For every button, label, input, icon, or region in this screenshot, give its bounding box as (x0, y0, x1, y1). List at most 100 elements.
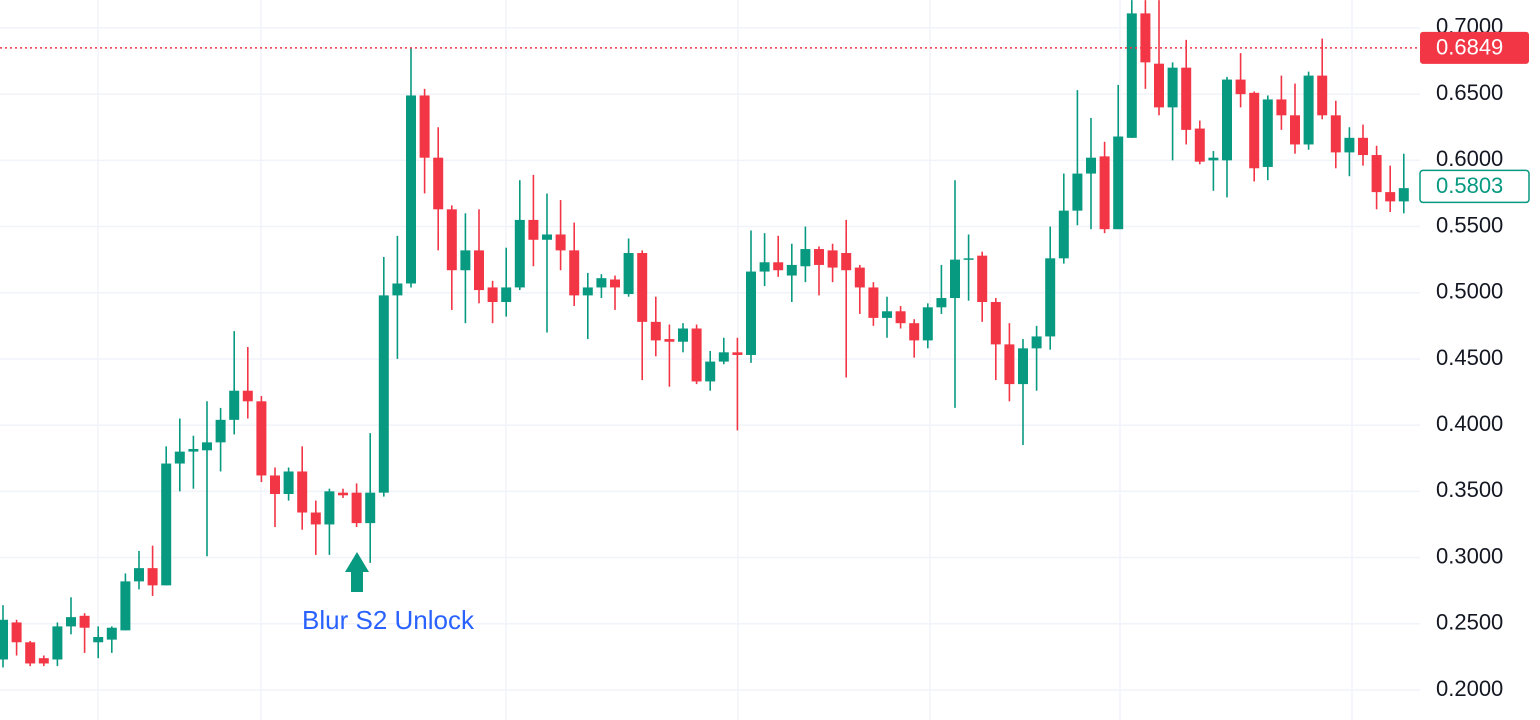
y-tick-label: 0.2500 (1436, 610, 1503, 635)
candle-body (38, 658, 49, 664)
candle-body (936, 298, 947, 308)
candle-body (1276, 99, 1287, 116)
candle-body (746, 271, 756, 355)
candle-body (93, 636, 104, 643)
candle-body (909, 323, 920, 341)
y-tick-label: 0.4000 (1436, 411, 1503, 436)
candle-body (79, 615, 90, 628)
annotation-arrow (345, 552, 369, 592)
candle-body (868, 287, 879, 318)
candle-body (0, 619, 8, 660)
candle-body (1290, 115, 1300, 145)
candle-body (1358, 137, 1368, 156)
candle-body (487, 287, 498, 303)
candle-body (297, 471, 308, 513)
candle-body (1385, 192, 1396, 202)
price-label: 0.5803 (1436, 173, 1503, 198)
candle-body (990, 302, 1001, 345)
candle-body (637, 253, 648, 322)
candle-body (1398, 188, 1409, 202)
candle-body (623, 253, 634, 295)
candle-body (1317, 75, 1328, 116)
candle-body (922, 307, 933, 341)
candle-body (229, 390, 240, 420)
candle-body (406, 95, 416, 284)
candle-body (1249, 92, 1260, 169)
time-grid (97, 0, 1353, 720)
candle-body (705, 361, 716, 382)
candle-body (650, 321, 661, 341)
candle-body (895, 311, 906, 324)
candle-body (147, 568, 158, 586)
y-tick-label: 0.5000 (1436, 279, 1503, 304)
candle-body (1303, 75, 1314, 145)
candle-body (1126, 13, 1137, 138)
candle-body (1181, 67, 1192, 130)
candle-body (542, 234, 552, 240)
candle-body (582, 287, 593, 296)
candle-body (950, 259, 960, 299)
candle-body (324, 491, 335, 525)
candle-body (1222, 79, 1232, 161)
candle-body (977, 255, 988, 303)
candle-body (963, 258, 974, 260)
candle-body (106, 627, 117, 640)
y-tick-label: 0.3000 (1436, 543, 1503, 568)
candle-body (841, 253, 852, 271)
candle-body (854, 267, 865, 288)
candle-body (569, 250, 580, 296)
candle-body (120, 581, 131, 631)
candle-body (1262, 99, 1273, 167)
candle-body (270, 475, 280, 494)
candle-body (664, 339, 675, 342)
candle-body (691, 328, 702, 382)
candle-body (351, 492, 362, 524)
candle-body (800, 249, 811, 267)
y-tick-label: 0.6500 (1436, 80, 1503, 105)
candle-body (1208, 157, 1219, 161)
candle-body (433, 157, 444, 210)
candle-body (501, 287, 512, 303)
candle-body (11, 622, 22, 643)
candle-body (678, 328, 688, 342)
candle-body (66, 617, 76, 627)
candle-body (1058, 210, 1069, 259)
candle-body (827, 250, 838, 268)
candle-body (392, 283, 403, 296)
candle-body (1004, 344, 1015, 385)
candle-body (215, 419, 226, 443)
price-label-box (1419, 169, 1530, 204)
y-tick-label: 0.6000 (1436, 146, 1503, 171)
candle-body (378, 295, 389, 493)
candle-body (1194, 128, 1205, 162)
candle-body (419, 95, 430, 158)
candle-body (732, 352, 743, 355)
price-label: 0.6849 (1436, 35, 1503, 60)
candle-body (610, 279, 620, 288)
candle-body (1140, 13, 1151, 63)
candle-body (555, 234, 566, 251)
y-tick-label: 0.3500 (1436, 477, 1503, 502)
candle-body (283, 471, 294, 494)
candle-body (460, 250, 471, 271)
candle-body (773, 262, 784, 271)
candle-body (202, 442, 212, 451)
candle-body (174, 451, 185, 464)
candle-body (759, 262, 770, 272)
candle-body (514, 219, 525, 288)
candle-body (1167, 67, 1178, 108)
annotation-label: Blur S2 Unlock (302, 605, 475, 635)
candle-body (474, 250, 484, 291)
candle-body (446, 209, 457, 271)
candle-body (161, 463, 172, 586)
candle-body (718, 352, 729, 362)
candle-body (1099, 156, 1110, 230)
candle-body (1031, 336, 1042, 349)
candle-body (1154, 63, 1164, 108)
candle-body (256, 401, 267, 476)
candle-body (52, 626, 63, 660)
candle-body (1086, 157, 1096, 174)
candle-body (365, 492, 376, 524)
